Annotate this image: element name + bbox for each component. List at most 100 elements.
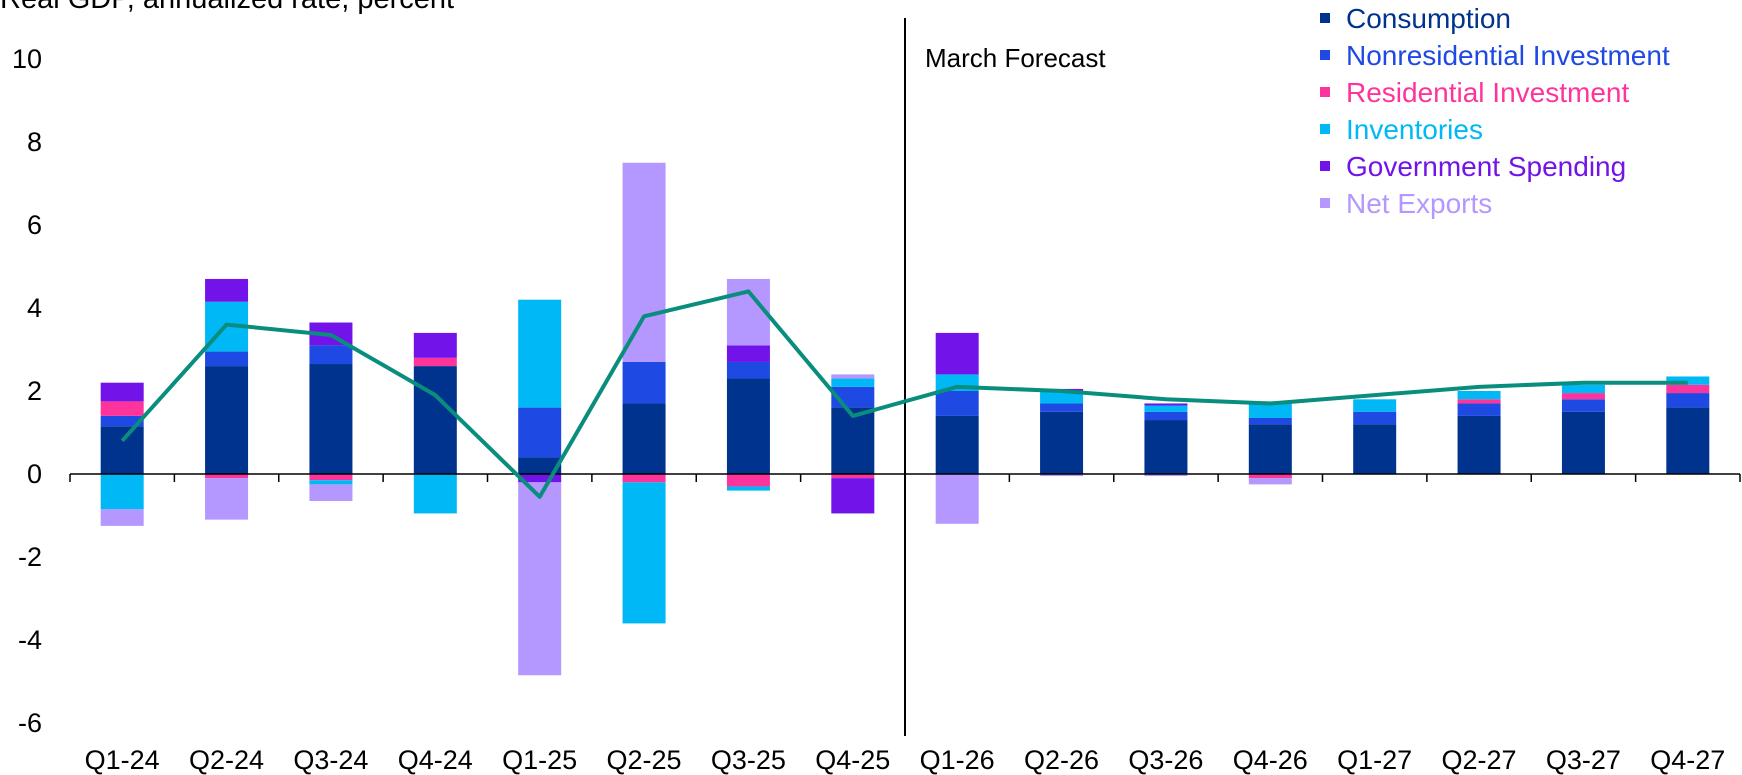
bar-segment xyxy=(935,415,979,474)
legend-swatch xyxy=(1320,13,1330,23)
bar-segment xyxy=(100,426,144,474)
legend-label: Inventories xyxy=(1346,114,1483,145)
bar-segment xyxy=(1248,424,1292,474)
x-tick-label: Q3-26 xyxy=(1128,745,1203,775)
bar-segment xyxy=(1248,401,1292,418)
bar-segment xyxy=(1144,420,1188,474)
bar-segment xyxy=(413,357,457,367)
bar-segment xyxy=(1144,403,1188,406)
bar-segment xyxy=(831,374,875,379)
bar-segment xyxy=(1144,474,1188,477)
bar-segment xyxy=(726,486,770,491)
bar-segment xyxy=(205,474,249,479)
bar-segment xyxy=(831,407,875,474)
x-tick-label: Q1-24 xyxy=(85,745,160,775)
bar-segment xyxy=(100,474,144,510)
bar-segment xyxy=(518,482,562,676)
bar-segment xyxy=(1666,376,1710,385)
bar-segment xyxy=(100,401,144,416)
bar-segment xyxy=(831,478,875,514)
y-tick-label: 2 xyxy=(27,376,42,406)
legend: Consumption Nonresidential Investment Resi… xyxy=(1320,3,1670,219)
bar-segment xyxy=(726,474,770,487)
bar-segment xyxy=(1561,384,1605,394)
bar-segment xyxy=(518,407,562,458)
bar-segment xyxy=(1353,411,1397,425)
bar-segment xyxy=(1457,391,1501,400)
legend-label: Consumption xyxy=(1346,3,1511,34)
bar-segment xyxy=(413,474,457,514)
bar-segment xyxy=(726,378,770,474)
bar-segment xyxy=(935,474,979,524)
x-tick-label: Q2-24 xyxy=(189,745,264,775)
bar-segment xyxy=(205,478,249,520)
bar-segment xyxy=(205,351,249,367)
bar-segment xyxy=(413,332,457,358)
x-tick-label: Q3-24 xyxy=(293,745,368,775)
bar-segment xyxy=(622,162,666,362)
bar-segment xyxy=(622,482,666,624)
x-tick-label: Q2-25 xyxy=(607,745,682,775)
bar-segment xyxy=(1353,424,1397,474)
y-tick-label: 8 xyxy=(27,127,42,157)
bar-segment xyxy=(1144,411,1188,421)
stacked-bars xyxy=(100,162,1710,676)
legend-swatch xyxy=(1320,87,1330,97)
bar-segment xyxy=(1248,474,1292,479)
bar-segment xyxy=(622,361,666,404)
gdp-line xyxy=(120,289,1688,499)
bar-segment xyxy=(309,484,353,501)
bar-segment xyxy=(309,345,353,365)
bar-segment xyxy=(100,415,144,427)
legend-label: Residential Investment xyxy=(1346,77,1629,108)
bar-segment xyxy=(1561,399,1605,412)
bar-segment xyxy=(205,278,249,302)
bar-segment xyxy=(726,345,770,362)
bar-segment xyxy=(1666,384,1710,394)
bar-segment xyxy=(309,364,353,474)
bar-segment xyxy=(1248,478,1292,485)
y-tick-label: 6 xyxy=(27,210,42,240)
legend-label: Government Spending xyxy=(1346,151,1626,182)
bar-segment xyxy=(1561,411,1605,474)
bar-segment xyxy=(1666,393,1710,408)
bar-segment xyxy=(622,474,666,483)
y-tick-label: -2 xyxy=(18,542,42,572)
legend-label: Nonresidential Investment xyxy=(1346,40,1670,71)
x-tick-label: Q1-25 xyxy=(502,745,577,775)
bar-segment xyxy=(518,457,562,474)
x-tick-label: Q4-24 xyxy=(398,745,473,775)
bar-segment xyxy=(413,366,457,474)
x-tick-label: Q2-26 xyxy=(1024,745,1099,775)
y-axis-ticks: 10 8 6 4 2 0 -2 -4 -6 xyxy=(12,44,42,738)
legend-label: Net Exports xyxy=(1346,188,1492,219)
bar-segment xyxy=(1040,474,1084,477)
bar-segment xyxy=(100,382,144,402)
bar-segment xyxy=(1457,403,1501,416)
bar-segment xyxy=(935,391,979,416)
bar-segment xyxy=(518,474,562,483)
bar-segment xyxy=(1040,391,1084,404)
bar-segment xyxy=(831,378,875,387)
bar-segment xyxy=(622,403,666,474)
x-tick-label: Q3-25 xyxy=(711,745,786,775)
bar-segment xyxy=(831,474,875,479)
bar-segment xyxy=(205,366,249,474)
x-tick-label: Q1-27 xyxy=(1337,745,1412,775)
bar-segment xyxy=(518,299,562,408)
legend-swatch xyxy=(1320,124,1330,134)
x-tick-label: Q3-27 xyxy=(1546,745,1621,775)
bar-segment xyxy=(100,509,144,526)
bar-segment xyxy=(1040,403,1084,412)
bar-segment xyxy=(309,474,353,481)
x-tick-label: Q4-25 xyxy=(815,745,890,775)
y-tick-label: -6 xyxy=(18,708,42,738)
y-tick-label: 0 xyxy=(27,459,42,489)
gdp-series-line xyxy=(120,289,1688,499)
legend-swatch xyxy=(1320,161,1330,171)
bar-segment xyxy=(1144,405,1188,412)
bar-segment xyxy=(726,361,770,379)
y-tick-label: -4 xyxy=(18,625,42,655)
legend-swatch xyxy=(1320,198,1330,208)
